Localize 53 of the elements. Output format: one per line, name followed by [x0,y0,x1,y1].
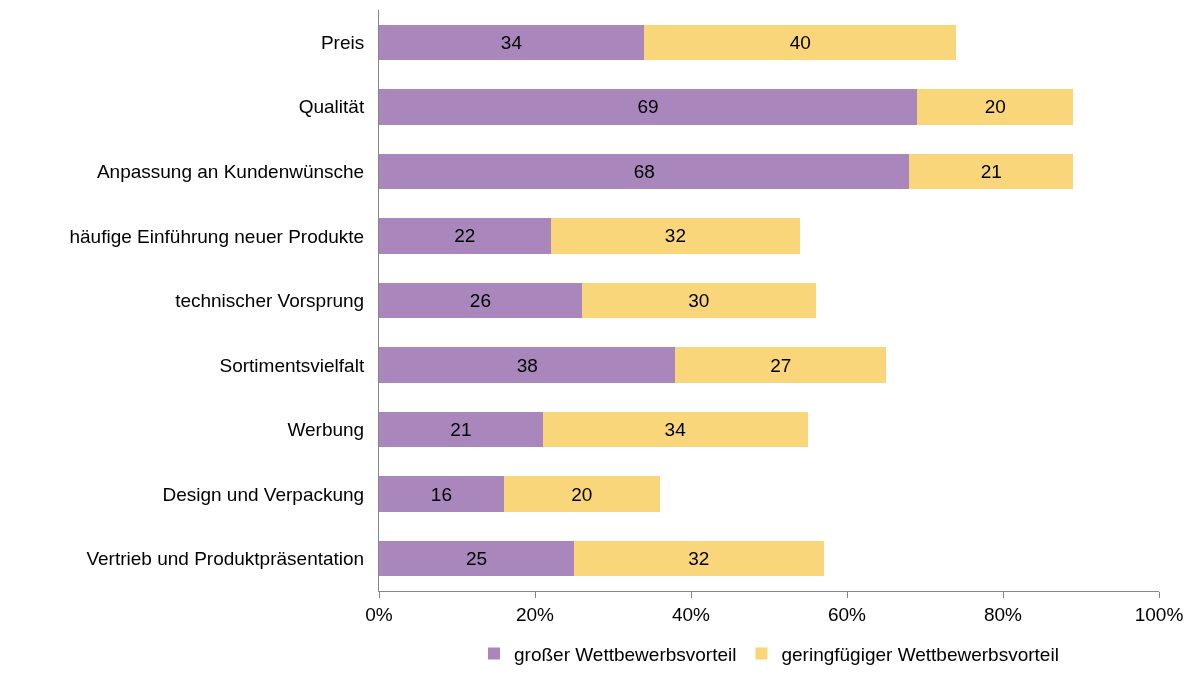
bar [675,347,886,383]
data-label: 26 [469,290,491,311]
data-label: 20 [984,96,1006,118]
data-label: 22 [454,225,476,247]
data-label: 68 [633,160,655,182]
data-label: 34 [500,31,523,53]
bar [503,476,660,512]
y-tick-label: Vertrieb und Produktpräsentation [86,548,365,570]
y-tick-label: Qualität [298,96,365,118]
bar [379,347,676,383]
data-label: 69 [637,96,659,118]
bar [581,282,816,319]
bar [379,89,918,125]
bar [574,540,824,577]
y-tick-label: Design und Verpackung [162,483,365,505]
data-label: 16 [430,483,452,505]
x-tick-label: 100% [1134,603,1184,625]
data-label: 38 [516,354,538,376]
x-tick-label: 80% [983,603,1023,625]
data-label: 30 [688,290,710,311]
x-tick-label: 40% [671,603,711,625]
bar [379,153,910,190]
data-label: 32 [688,548,710,570]
bar [909,153,1074,190]
data-label: 21 [450,419,472,441]
x-tick-label: 20% [515,603,555,625]
bar [379,411,543,448]
x-tick-label: 60% [827,603,867,625]
bar [542,411,808,448]
y-tick-label: Anpassung an Kundenwünsche [96,161,365,183]
legend-label: geringfügiger Wettbewerbsvorteil [781,643,1059,665]
bar [644,24,957,61]
y-tick-label: Preis [320,31,365,53]
y-tick-label: technischer Vorsprung [175,290,365,312]
data-label: 20 [571,483,593,505]
x-tick-label: 0% [365,603,393,625]
bar [917,89,1074,125]
bar [379,476,504,512]
legend-label: großer Wettbewerbsvorteil [514,643,737,665]
y-tick-label: Sortimentsvielfalt [219,354,365,376]
y-tick-label: Werbung [287,419,365,441]
bar [379,540,574,577]
bar [379,218,551,254]
y-tick-label: häufige Einführung neuer Produkte [69,225,365,247]
bar [550,218,801,254]
data-label: 25 [465,548,488,570]
data-label: 21 [980,160,1002,182]
data-label: 34 [664,419,687,441]
bar [379,282,582,319]
data-label: 32 [664,225,686,247]
bar [379,24,645,61]
data-label: 40 [789,31,811,53]
data-label: 27 [770,354,792,376]
